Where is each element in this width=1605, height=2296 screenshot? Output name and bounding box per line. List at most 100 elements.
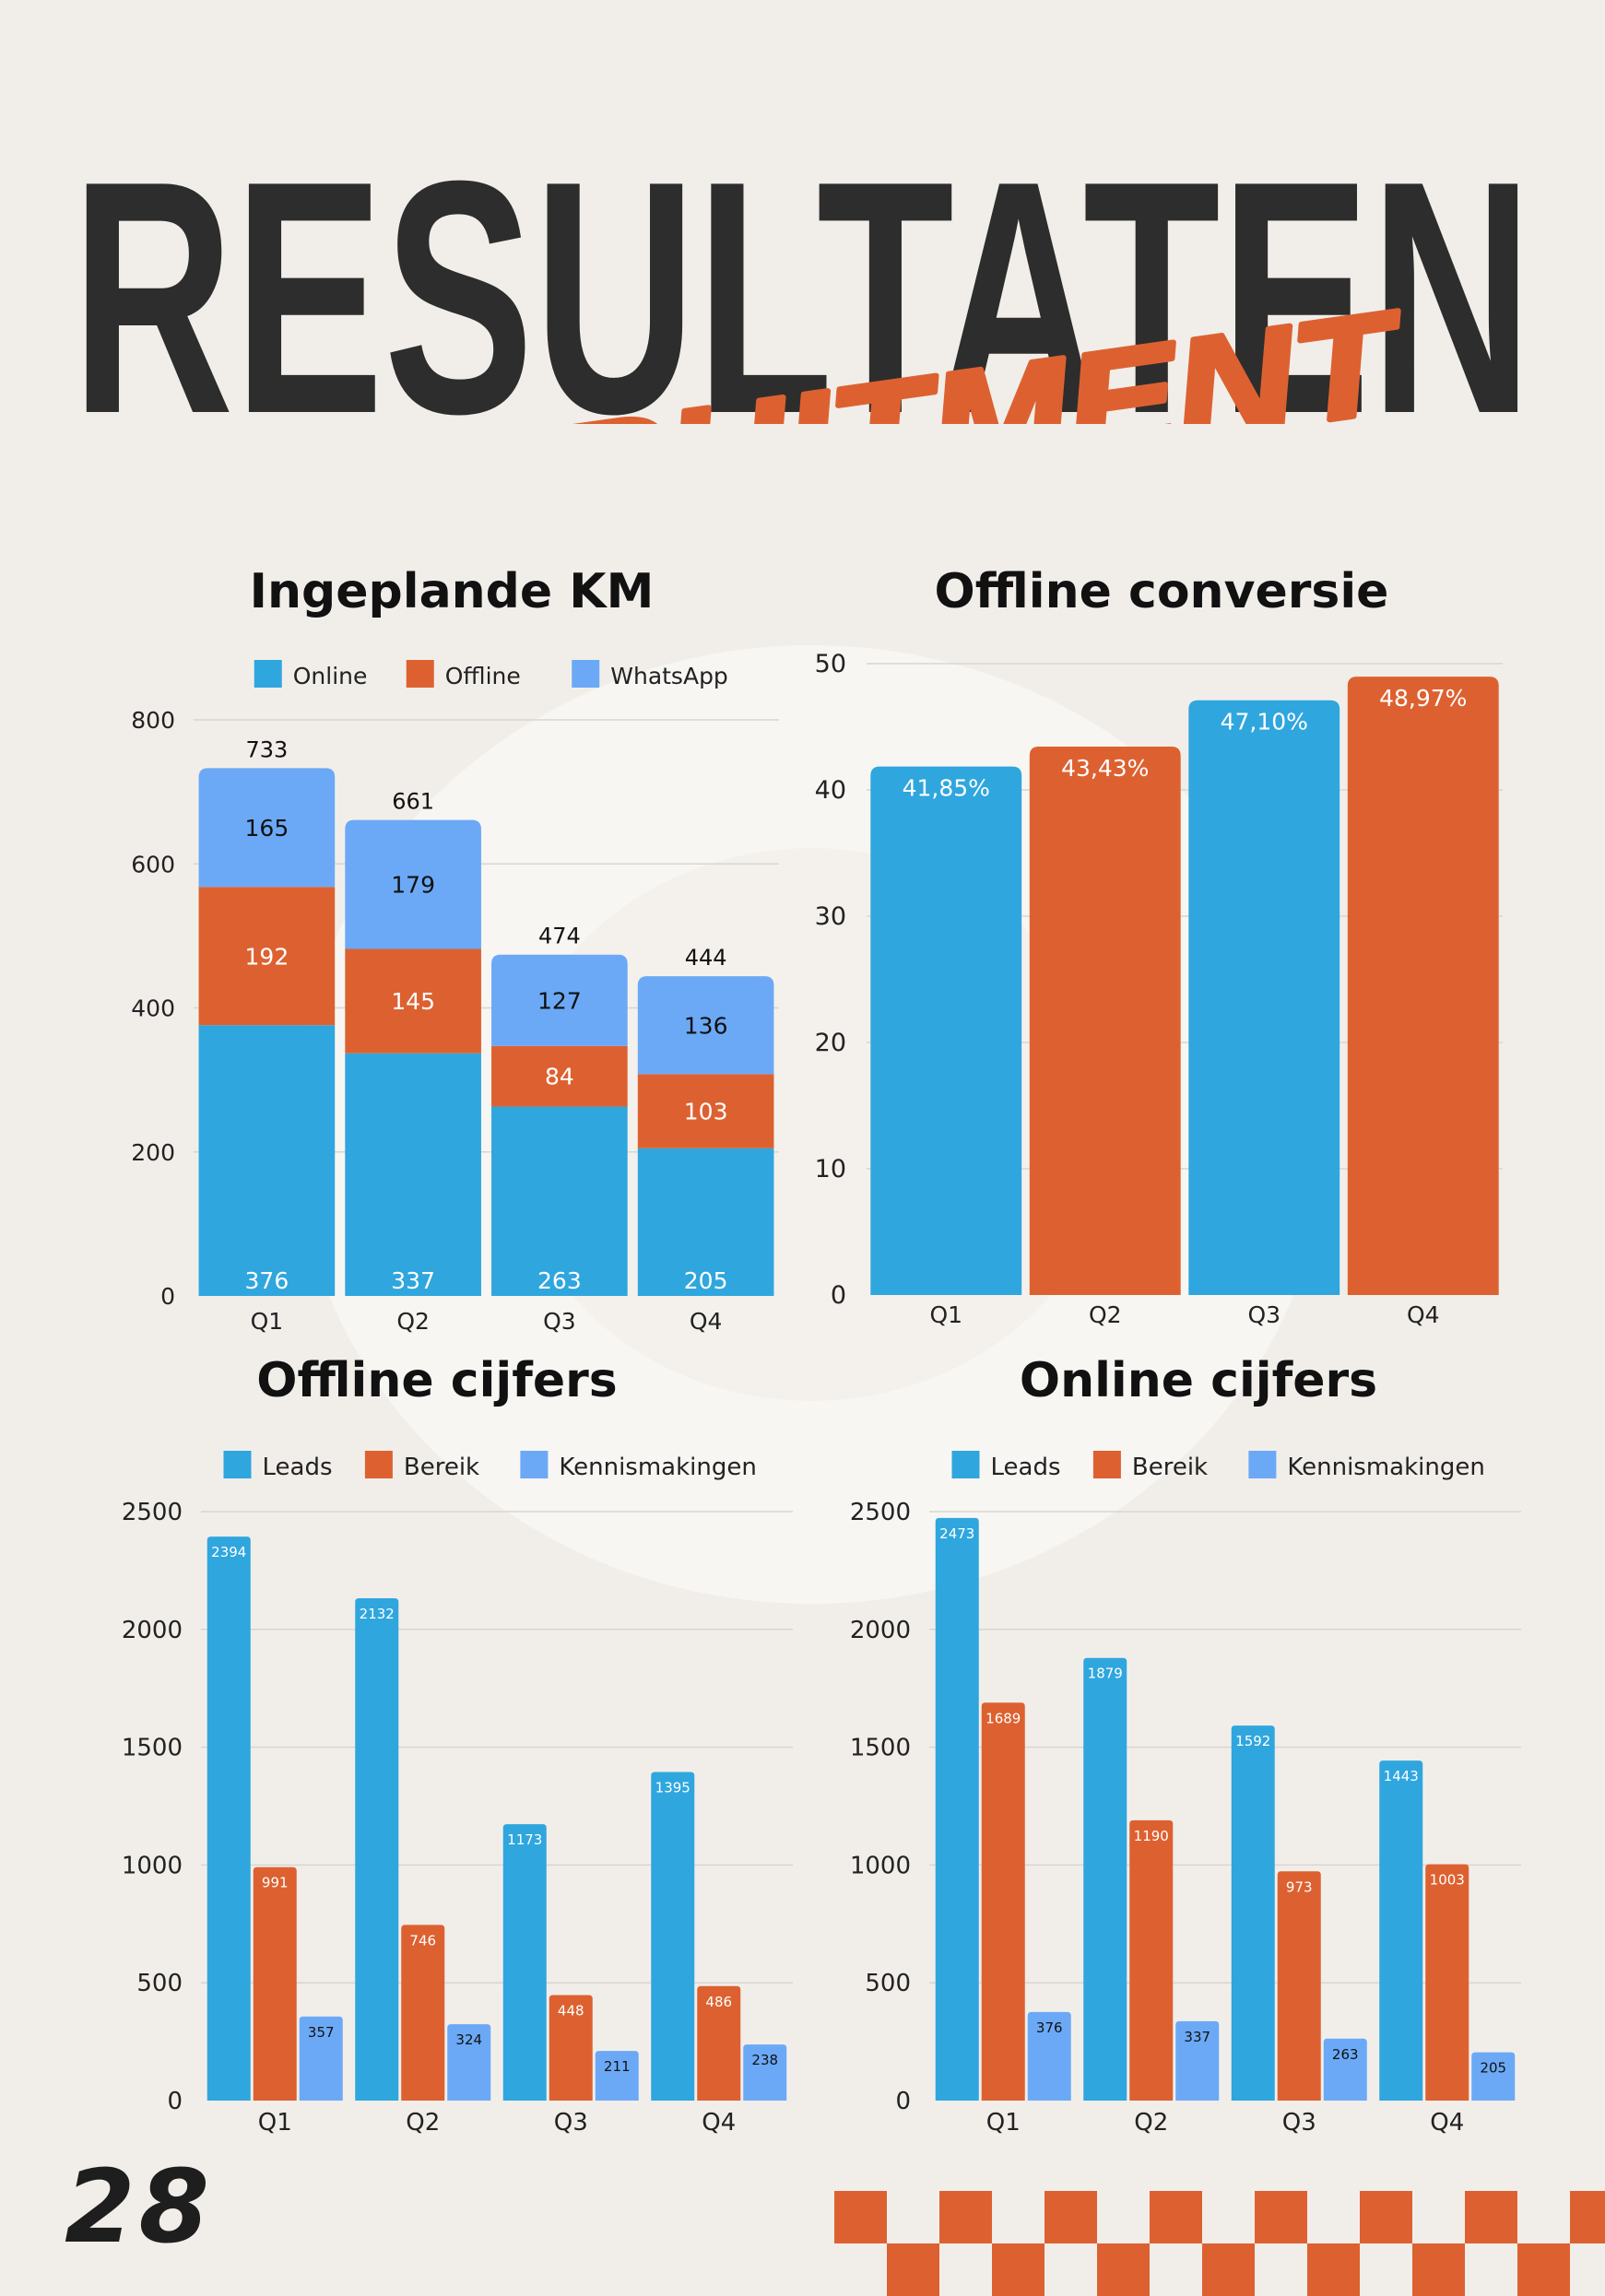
bar xyxy=(1188,700,1340,1295)
bar-value-label: 357 xyxy=(308,2024,335,2041)
y-tick-label: 2000 xyxy=(850,1617,911,1644)
bar-value-label: 1173 xyxy=(507,1831,542,1848)
bar-value-label: 337 xyxy=(391,1267,435,1294)
bar-segment-offline xyxy=(198,887,336,1026)
bar xyxy=(1029,747,1181,1295)
x-tick-label: Q2 xyxy=(1089,1301,1122,1328)
bar-bereik xyxy=(1425,1864,1469,2101)
y-tick-label: 20 xyxy=(815,1029,846,1057)
bar-value-label: 376 xyxy=(245,1267,289,1294)
checker-square xyxy=(992,2243,1044,2296)
x-tick-label: Q4 xyxy=(1407,1301,1440,1328)
chart-offline-conversie: 0 10 20 30 40 50 41,85% Q1 43,43% Q2 47,10% Q3 48,97… xyxy=(815,650,1503,1328)
checker-square xyxy=(1044,2191,1097,2243)
bar-value-label: 205 xyxy=(684,1267,728,1294)
x-tick-label: Q2 xyxy=(1134,2109,1168,2137)
x-tick-label: Q3 xyxy=(543,1308,576,1335)
bar-kennismakingen xyxy=(1323,2038,1367,2101)
bar-value-label: 486 xyxy=(705,1994,732,2010)
y-tick-label: 0 xyxy=(895,2088,911,2115)
bar-value-label: 448 xyxy=(558,2002,584,2019)
x-tick-label: Q3 xyxy=(1282,2109,1316,2137)
legend-swatch xyxy=(1092,1451,1121,1478)
bar-value-label: 165 xyxy=(245,815,289,842)
legend-label: Kennismakingen xyxy=(559,1454,756,1481)
y-tick-label: 800 xyxy=(131,707,175,734)
y-tick-label: 1500 xyxy=(850,1735,911,1762)
legend-label: Kennismakingen xyxy=(1287,1454,1484,1481)
bar-value-label: 1879 xyxy=(1088,1666,1123,1682)
chart-title-ingeplande-km: Ingeplande KM xyxy=(249,564,655,619)
y-tick-label: 1000 xyxy=(850,1852,911,1879)
chart-title-offline-conversie: Offline conversie xyxy=(934,564,1389,619)
bar-value-label: 324 xyxy=(455,2031,482,2048)
bar-bereik xyxy=(401,1925,445,2101)
bar-value-label: 263 xyxy=(1332,2046,1359,2063)
bar-total-label: 444 xyxy=(685,945,727,971)
bar-value-label: 991 xyxy=(262,1875,289,1891)
x-tick-label: Q1 xyxy=(929,1301,962,1328)
legend-swatch xyxy=(364,1451,393,1478)
bar-bereik xyxy=(1277,1871,1321,2101)
bar-value-label: 127 xyxy=(537,987,582,1014)
x-tick-label: Q3 xyxy=(1247,1301,1280,1328)
chart-title-online-cijfers: Online cijfers xyxy=(1019,1353,1378,1408)
bar-value-label: 136 xyxy=(684,1012,728,1039)
y-tick-label: 50 xyxy=(815,650,846,678)
bar-segment-offline xyxy=(637,1074,774,1148)
bar-bereik xyxy=(253,1866,297,2101)
bar-leads xyxy=(1083,1657,1127,2101)
bar-value-label: 47,10% xyxy=(1221,709,1308,736)
checker-square xyxy=(834,2191,887,2243)
bar-value-label: 337 xyxy=(1184,2029,1210,2045)
bar-leads xyxy=(1379,1760,1423,2101)
bar-value-label: 43,43% xyxy=(1061,755,1149,782)
page-title: RESULTATEN xyxy=(72,112,1533,424)
bar-segment-online xyxy=(345,1053,481,1296)
bar-value-label: 1190 xyxy=(1134,1828,1169,1844)
bar-value-label: 192 xyxy=(245,943,289,970)
x-tick-label: Q4 xyxy=(1430,2109,1464,2137)
y-tick-label: 500 xyxy=(865,1970,911,1997)
hero-title: RESULTATEN RECRUITMENT xyxy=(72,112,1533,424)
legend-swatch xyxy=(520,1451,549,1478)
x-tick-label: Q1 xyxy=(986,2109,1021,2137)
x-tick-label: Q4 xyxy=(702,2109,736,2137)
y-tick-label: 0 xyxy=(160,1283,175,1310)
bar-total-label: 661 xyxy=(392,789,434,815)
bar-bereik xyxy=(697,1985,741,2101)
y-tick-label: 400 xyxy=(131,995,175,1022)
legend-swatch xyxy=(254,660,282,688)
x-tick-label: Q2 xyxy=(396,1308,430,1335)
checker-square xyxy=(1570,2191,1605,2243)
bar-value-label: 263 xyxy=(537,1267,582,1294)
checker-square xyxy=(1097,2243,1150,2296)
checker-square xyxy=(939,2191,992,2243)
bar-value-label: 179 xyxy=(391,872,435,899)
bar-value-label: 973 xyxy=(1286,1878,1313,1895)
bar-segment-offline xyxy=(345,948,481,1054)
bar-total-label: 733 xyxy=(245,736,288,762)
bar xyxy=(1347,677,1499,1295)
checker-square xyxy=(1465,2191,1517,2243)
bar-bereik xyxy=(1129,1819,1174,2101)
legend-label: Leads xyxy=(991,1454,1061,1481)
x-tick-label: Q4 xyxy=(690,1308,723,1335)
y-tick-label: 10 xyxy=(815,1155,846,1183)
bar-value-label: 41,85% xyxy=(903,775,990,802)
checker-square xyxy=(1202,2243,1255,2296)
bar-value-label: 238 xyxy=(751,2052,778,2068)
bar-value-label: 1395 xyxy=(655,1779,690,1796)
bar-value-label: 48,97% xyxy=(1379,685,1467,712)
checker-square xyxy=(1360,2191,1412,2243)
y-tick-label: 1000 xyxy=(122,1852,183,1879)
bar-value-label: 746 xyxy=(409,1932,436,1949)
bar-value-label: 1592 xyxy=(1235,1733,1270,1749)
bar-total-label: 474 xyxy=(538,924,581,949)
x-tick-label: Q2 xyxy=(406,2109,440,2137)
checker-square xyxy=(1412,2243,1465,2296)
y-tick-label: 1500 xyxy=(122,1735,183,1762)
bar-value-label: 145 xyxy=(391,988,435,1015)
checker-square xyxy=(1150,2191,1202,2243)
legend-label: Leads xyxy=(263,1454,333,1481)
